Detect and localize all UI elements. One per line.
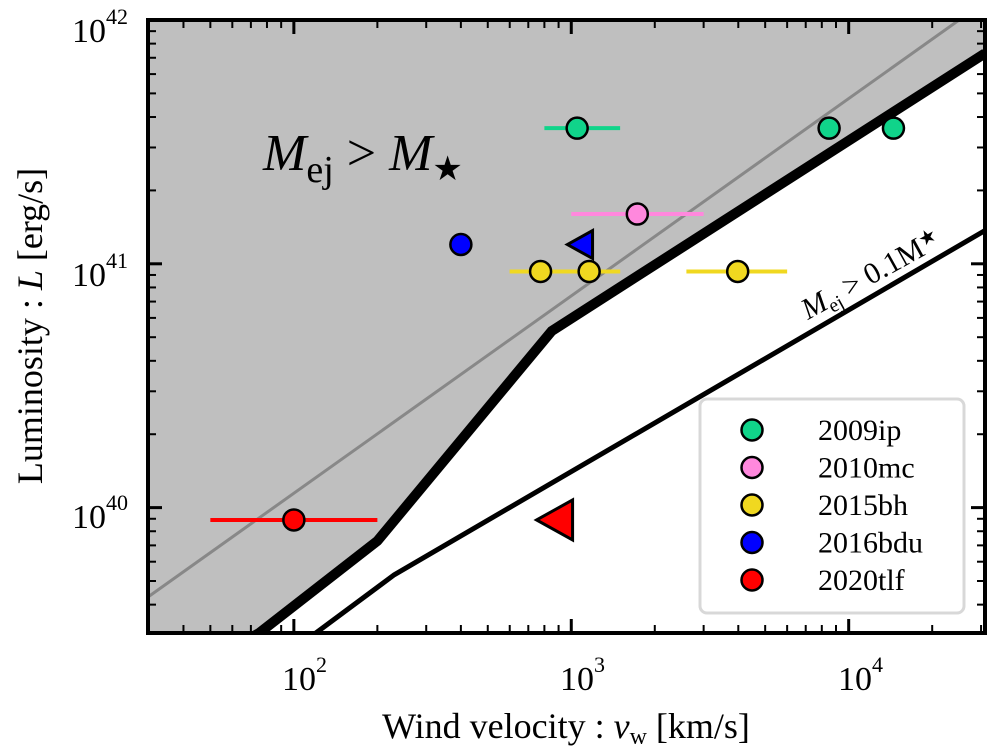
point-2015bh bbox=[577, 259, 601, 284]
gray-reference-line bbox=[148, 20, 960, 599]
plot-frame bbox=[146, 18, 987, 635]
point-2015bh bbox=[528, 259, 553, 284]
x-tick-labels: 102 103 104 bbox=[282, 652, 883, 698]
legend-marker-2016bdu bbox=[740, 530, 764, 555]
point-2015bh bbox=[725, 259, 750, 284]
y-tick-labels: 1040 1041 1042 bbox=[72, 4, 128, 536]
legend-label: 2010mc bbox=[818, 452, 915, 485]
legend-marker-2020tlf bbox=[740, 568, 764, 592]
data-points bbox=[210, 116, 906, 543]
point-2009ip bbox=[817, 116, 841, 140]
region-label: Mej > M★ bbox=[262, 125, 463, 191]
legend-marker-2010mc bbox=[740, 455, 764, 480]
legend: 2009ip 2010mc 2015bh 2016bdu 2020tlf bbox=[698, 397, 966, 615]
legend-box bbox=[698, 397, 966, 615]
point-2016bdu bbox=[449, 232, 473, 257]
legend-label: 2016bdu bbox=[818, 527, 923, 560]
upper-limit-marker-2016bdu bbox=[564, 227, 595, 262]
x-tick-label: 102 bbox=[282, 652, 327, 698]
y-axis-title: Luminosity : L [erg/s] bbox=[10, 168, 50, 484]
x-axis-title: Wind velocity : vw [km/s] bbox=[382, 706, 750, 750]
y-tick-label: 1040 bbox=[72, 490, 128, 536]
point-2020tlf bbox=[282, 508, 306, 532]
boundary-line-mej-gt-0.1mstar bbox=[314, 228, 985, 633]
point-2010mc bbox=[625, 202, 650, 226]
boundary-line-mej-gt-mstar bbox=[248, 49, 985, 633]
legend-label: 2015bh bbox=[818, 489, 908, 522]
legend-label: 2009ip bbox=[818, 414, 901, 447]
point-2009ip bbox=[881, 116, 906, 140]
legend-marker-2015bh bbox=[740, 493, 764, 517]
y-tick-label: 1042 bbox=[72, 4, 128, 50]
shaded-region bbox=[148, 20, 985, 633]
upper-limit-marker-2020tlf bbox=[533, 497, 575, 543]
x-tick-label: 103 bbox=[560, 652, 605, 698]
y-tick-label: 1041 bbox=[72, 248, 128, 294]
legend-label: 2020tlf bbox=[818, 564, 905, 597]
point-2009ip bbox=[565, 116, 589, 140]
legend-marker-2009ip bbox=[740, 418, 764, 442]
x-tick-label: 104 bbox=[838, 652, 883, 698]
